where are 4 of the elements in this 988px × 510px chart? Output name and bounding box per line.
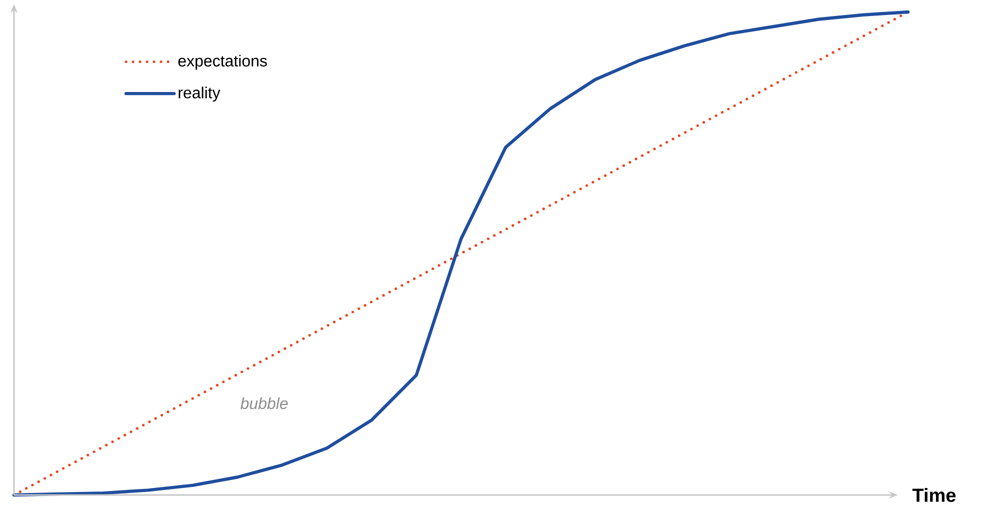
annotation: bubble	[240, 397, 288, 410]
x-axis-title: Time	[912, 488, 956, 502]
legend-label: expectations	[178, 54, 267, 70]
legend-label: reality	[178, 86, 220, 102]
